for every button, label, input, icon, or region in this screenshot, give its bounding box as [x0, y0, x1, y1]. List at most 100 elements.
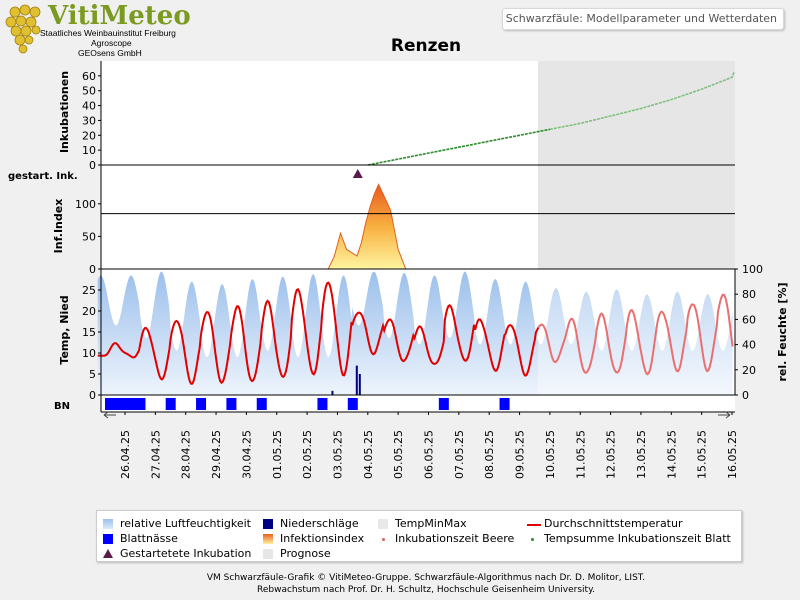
date-label-5: 01.05.25 [271, 430, 284, 479]
incubation-prognosis [549, 71, 736, 131]
temp-tick-label-0: 0 [89, 389, 96, 402]
precipitation-bars [331, 365, 361, 395]
prognosis-swatch-icon [263, 549, 273, 559]
axes: 0102030405060050100051015202502040608010… [75, 61, 763, 479]
date-label-17: 13.05.25 [635, 430, 648, 479]
legend-label-humidity: relative Luftfeuchtigkeit [120, 517, 251, 530]
footer-line-1: VM Schwarzfäule-Grafik © VitiMeteo-Grupp… [206, 573, 646, 583]
precipitation-swatch-icon [263, 519, 273, 529]
leaf-wetness-bar-5 [256, 398, 267, 410]
leaf-wetness-bar-1 [135, 398, 146, 410]
legend-label-precip: Niederschläge [280, 517, 359, 530]
infection-index-swatch-icon [263, 534, 273, 544]
tempminmax-swatch-icon [378, 519, 388, 529]
date-label-6: 02.05.25 [301, 430, 314, 479]
incubation-tick-label-5: 50 [82, 85, 96, 98]
humidity-tick-label-5: 100 [742, 263, 763, 276]
incubation-tick-label-3: 30 [82, 114, 96, 127]
prognosis-shade-weather [537, 269, 735, 395]
legend-label-infidx: Infektionsindex [280, 532, 365, 545]
temp-tick-label-4: 20 [82, 305, 96, 318]
temperature-observed [97, 281, 540, 385]
date-label-19: 15.05.25 [696, 430, 709, 479]
legend-label-prognose: Prognose [280, 547, 331, 560]
temp-tick-label-1: 5 [89, 368, 96, 381]
leaf-wetness-bar-3 [196, 398, 207, 410]
leaf-wetness-bar-7 [347, 398, 358, 410]
footer: VM Schwarzfäule-Grafik © VitiMeteo-Grupp… [0, 572, 800, 596]
chart-title: Renzen [390, 36, 462, 56]
humidity-tick-label-4: 80 [742, 288, 756, 301]
legend-label-leafwet: Blattnässe [120, 532, 178, 545]
leaf-wetness-bar-8 [438, 398, 449, 410]
legend: relative Luftfeuchtigkeit Niederschläge Te… [96, 510, 742, 562]
incubation-tick-label-0: 0 [89, 159, 96, 172]
temp-tick-label-5: 25 [82, 284, 96, 297]
infection-index-ylabel: Inf.Index [52, 199, 65, 254]
precipitation-bar-0 [355, 365, 358, 395]
legend-label-started: Gestartetete Inkubation [120, 547, 252, 560]
axis-labels: Inkubationen gestart. Ink. Inf.Index Tem… [8, 71, 789, 412]
incubation-ylabel: Inkubationen [58, 71, 71, 153]
incubation-tick-label-6: 60 [82, 70, 96, 83]
temperature-line [97, 281, 734, 385]
humidity-swatch-icon [103, 519, 113, 529]
precipitation-bar-1 [358, 374, 361, 395]
leaf-dot-icon [531, 538, 534, 541]
date-label-4: 30.04.25 [240, 430, 253, 479]
leaf-wetness-bars [105, 398, 510, 410]
scroll-right-icon [718, 411, 731, 419]
window-title: Schwarzfäule: Modellparameter und Wetter… [505, 12, 777, 25]
date-label-12: 08.05.25 [483, 430, 496, 479]
date-label-8: 04.05.25 [362, 430, 375, 479]
humidity-tick-label-0: 0 [742, 389, 749, 402]
humidity-tick-label-1: 20 [742, 364, 756, 377]
temp-tick-label-3: 15 [82, 326, 96, 339]
precipitation-bar-2 [331, 390, 334, 395]
date-label-3: 29.04.25 [210, 430, 223, 479]
infection-index-area [101, 183, 735, 270]
leaf-wetness-bar-9 [499, 398, 510, 410]
infection-tick-label-2: 100 [75, 198, 96, 211]
started-incubation-marker-0 [352, 169, 363, 178]
humidity-tick-label-2: 40 [742, 339, 756, 352]
logo-name: VitiMeteo [47, 1, 191, 31]
started-incubation-label: gestart. Ink. [8, 171, 78, 182]
logo-line-3: GEOsens GmbH [78, 48, 142, 58]
weather-ylabel-left: Temp, Nied [58, 295, 71, 364]
leaf-wetness-bar-0 [105, 398, 146, 410]
weather-ylabel-right: rel. Feuchte [%] [776, 283, 789, 382]
incubation-tick-label-2: 20 [82, 129, 96, 142]
date-label-15: 11.05.25 [574, 430, 587, 479]
infection-tick-label-0: 0 [89, 263, 96, 276]
legend-label-tminmax: TempMinMax [395, 517, 467, 530]
date-label-1: 27.04.25 [149, 430, 162, 479]
temperature-prognosis [537, 293, 734, 376]
date-label-9: 05.05.25 [392, 430, 405, 479]
vitimeteo-logo: VitiMeteo Staatliches Weinbauinstitut Fr… [2, 0, 192, 64]
leaf-wetness-bar-4 [226, 398, 237, 410]
infection-tick-label-1: 50 [82, 230, 96, 243]
date-label-0: 26.04.25 [119, 430, 132, 479]
logo-line-1: Staatliches Weinbauinstitut Freiburg [40, 28, 176, 38]
footer-line-2: Rebwachstum nach Prof. Dr. H. Schultz, H… [257, 585, 595, 595]
incubation-tick-label-1: 10 [82, 144, 96, 157]
scroll-left-icon [103, 411, 116, 419]
date-label-2: 28.04.25 [180, 430, 193, 479]
leaf-wetness-bar-2 [165, 398, 176, 410]
grape-logo-icon: VitiMeteo Staatliches Weinbauinstitut Fr… [5, 1, 191, 58]
date-label-10: 06.05.25 [423, 430, 436, 479]
legend-label-tavg: Durchschnittstemperatur [544, 517, 683, 530]
incubation-tick-label-4: 40 [82, 100, 96, 113]
started-incubation-markers [352, 169, 363, 178]
date-label-11: 07.05.25 [453, 430, 466, 479]
date-label-14: 10.05.25 [544, 430, 557, 479]
triangle-marker-icon [103, 549, 113, 558]
leaf-wetness-bar-6 [317, 398, 328, 410]
chart-area: 0102030405060050100051015202502040608010… [8, 61, 789, 479]
leaf-wetness-swatch-icon [103, 534, 113, 544]
infection-index-fill [327, 183, 407, 270]
date-label-16: 12.05.25 [605, 430, 618, 479]
date-label-13: 09.05.25 [514, 430, 527, 479]
berry-dot-icon [382, 538, 385, 541]
